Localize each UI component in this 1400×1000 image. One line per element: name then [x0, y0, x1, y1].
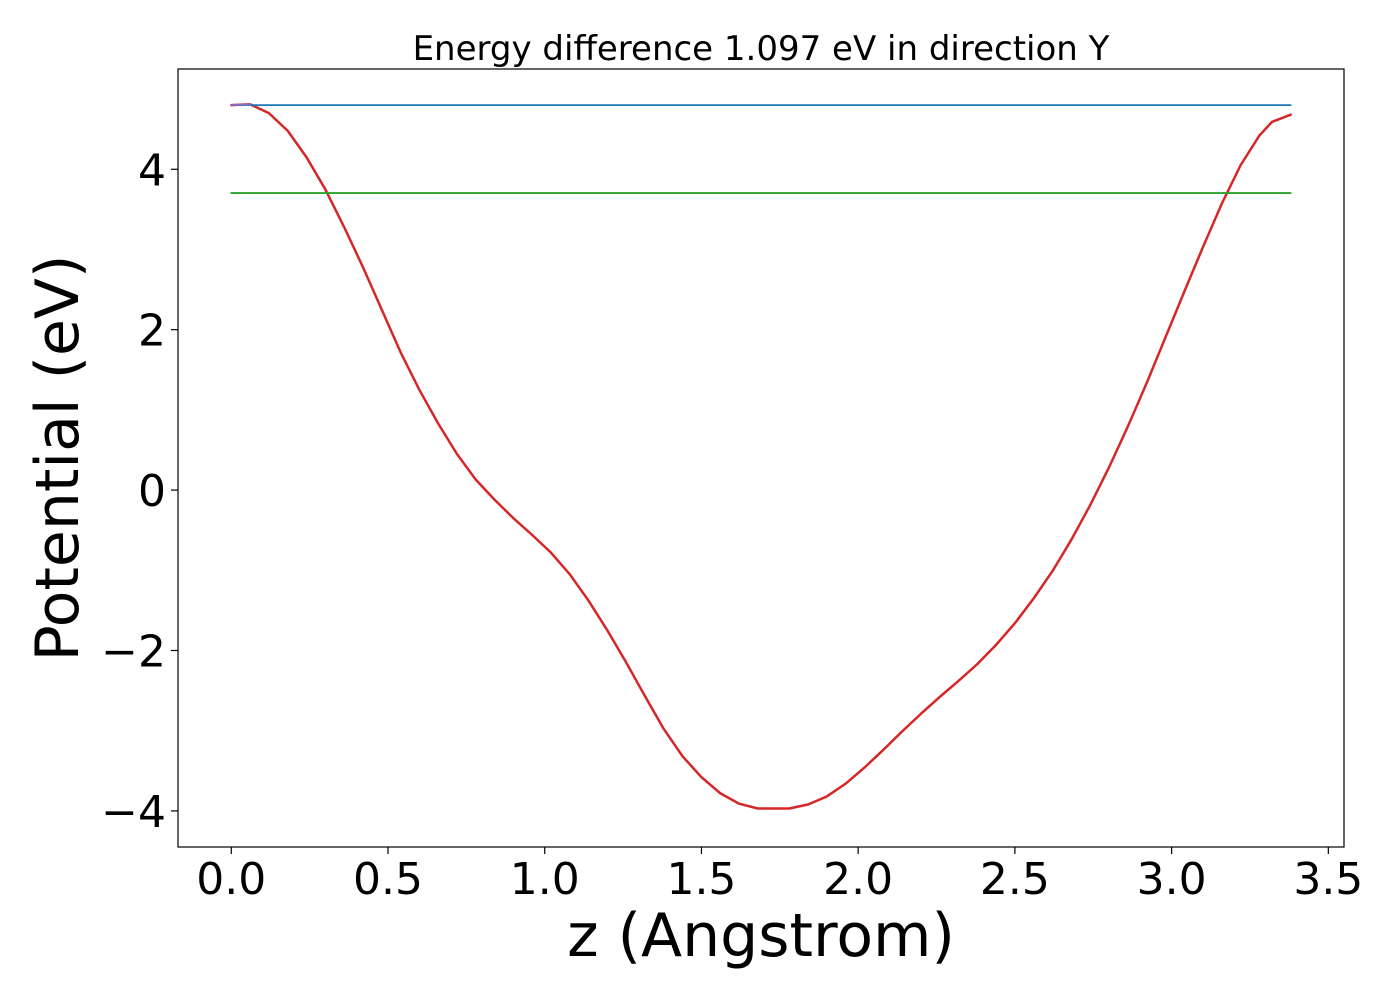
x-tick-label: 3.0: [1137, 854, 1207, 905]
plot-area: [230, 103, 1292, 810]
y-tick-label: 0: [138, 466, 166, 517]
series-line-3: [230, 103, 251, 106]
x-tick-label: 3.5: [1293, 854, 1363, 905]
x-tick-label: 0.0: [196, 854, 266, 905]
x-tick-label: 0.5: [353, 854, 423, 905]
y-axis-label: Potential (eV): [23, 255, 93, 662]
x-tick-label: 2.5: [980, 854, 1050, 905]
series-line-0: [230, 103, 1292, 810]
y-tick-label: −2: [101, 626, 166, 677]
x-tick-label: 1.0: [510, 854, 580, 905]
x-tick-label: 2.0: [823, 854, 893, 905]
plot-frame: [177, 68, 1345, 848]
chart-title: Energy difference 1.097 eV in direction …: [413, 29, 1110, 69]
x-axis: 0.0 0.5 1.0 1.5 2.0 2.5 3.0 3.5: [196, 847, 1363, 905]
x-tick-label: 1.5: [666, 854, 736, 905]
y-tick-label: 4: [138, 145, 166, 196]
y-tick-label: −4: [101, 787, 166, 838]
x-axis-label: z (Angstrom): [567, 901, 955, 971]
y-tick-label: 2: [138, 306, 166, 357]
y-axis: −4 −2 0 2 4: [101, 145, 178, 838]
